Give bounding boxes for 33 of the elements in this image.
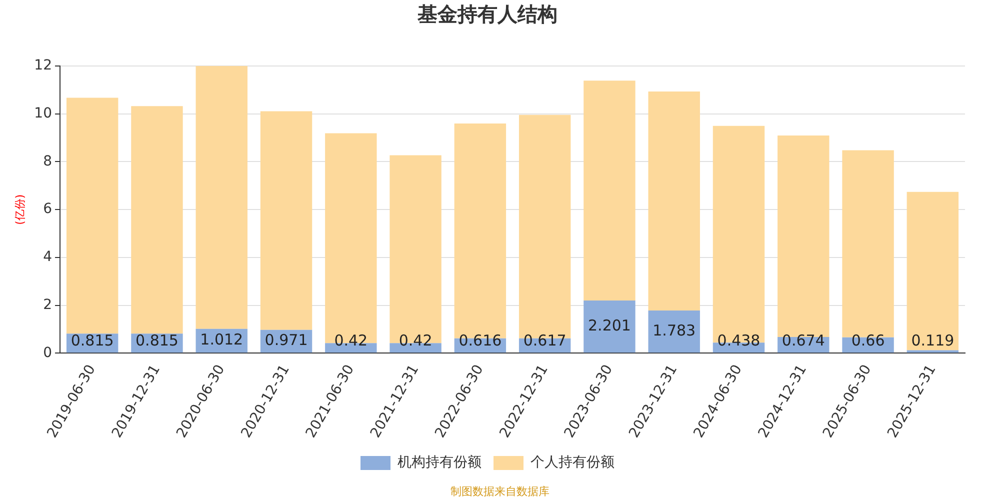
y-tick-label: 2 xyxy=(43,296,52,313)
y-tick-label: 8 xyxy=(43,153,52,170)
data-label: 1.012 xyxy=(200,330,244,349)
bar xyxy=(196,66,248,329)
y-tick-label: 0 xyxy=(43,344,52,361)
bar xyxy=(260,111,312,330)
y-axis-title: (亿份) xyxy=(13,194,26,225)
bar xyxy=(648,92,700,310)
data-label: 0.815 xyxy=(70,332,114,350)
bar xyxy=(906,192,959,350)
data-label: 0.971 xyxy=(264,331,308,350)
y-tick-label: 6 xyxy=(43,201,52,218)
data-label: 0.815 xyxy=(136,332,178,350)
data-label: 0.438 xyxy=(717,332,760,350)
data-label: 0.66 xyxy=(851,332,885,350)
bar xyxy=(131,106,183,334)
bar xyxy=(648,310,700,353)
data-label: 1.783 xyxy=(652,321,696,340)
legend-label: 机构持有份额 xyxy=(398,454,482,471)
data-label: 0.42 xyxy=(334,332,368,350)
y-tick-label: 10 xyxy=(34,105,52,122)
legend-label: 个人持有份额 xyxy=(530,454,614,471)
chart-title: 基金持有人结构 xyxy=(416,2,558,26)
y-tick-label: 12 xyxy=(34,58,52,74)
y-tick-label: 4 xyxy=(43,249,52,266)
bar xyxy=(584,300,636,353)
bar xyxy=(66,98,118,334)
data-label: 0.42 xyxy=(398,332,432,350)
data-label: 0.119 xyxy=(911,332,954,350)
bar xyxy=(584,80,636,300)
data-label: 0.674 xyxy=(782,332,825,350)
text: 制图数据来自数据库 xyxy=(450,484,550,499)
data-label: 2.201 xyxy=(588,316,631,334)
